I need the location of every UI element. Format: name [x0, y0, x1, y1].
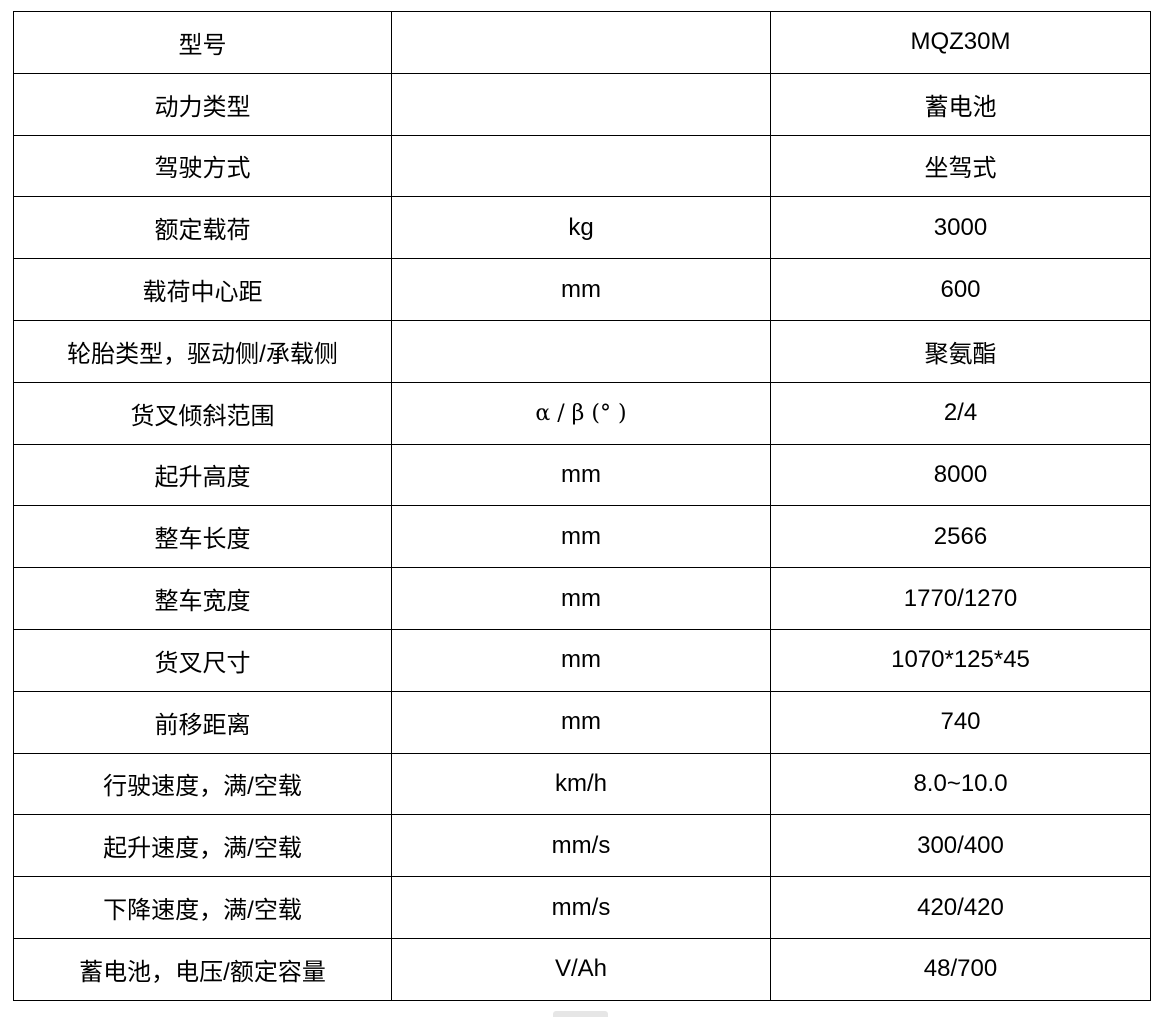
param-cell: 行驶速度，满/空载 [13, 752, 392, 816]
table-row: 载荷中心距 mm 600 [13, 258, 1151, 321]
value-cell: 蓄电池 [770, 72, 1151, 136]
table-row: 前移距离 mm 740 [13, 690, 1151, 754]
table-row: 起升高度 mm 8000 [13, 443, 1151, 507]
value-cell: 聚氨酯 [770, 319, 1151, 383]
table-row: 起升速度，满/空载 mm/s 300/400 [13, 814, 1151, 878]
unit-cell: V/Ah [391, 937, 771, 1001]
param-cell: 驾驶方式 [13, 134, 392, 198]
value-cell: 8000 [770, 443, 1151, 507]
param-cell: 载荷中心距 [13, 258, 392, 321]
value-cell: 3000 [770, 196, 1151, 260]
param-cell: 额定载荷 [13, 196, 392, 260]
value-cell: MQZ30M [770, 11, 1151, 74]
unit-cell: mm [391, 690, 771, 754]
unit-cell [391, 319, 771, 383]
value-cell: 1070*125*45 [770, 628, 1151, 692]
param-cell: 货叉尺寸 [13, 628, 392, 692]
unit-cell: mm [391, 505, 771, 569]
param-cell: 前移距离 [13, 690, 392, 754]
param-cell: 整车长度 [13, 505, 392, 569]
value-cell: 420/420 [770, 876, 1151, 939]
table-row: 整车宽度 mm 1770/1270 [13, 567, 1151, 630]
table-row: 行驶速度，满/空载 km/h 8.0~10.0 [13, 752, 1151, 816]
unit-cell: kg [391, 196, 771, 260]
value-cell: 坐驾式 [770, 134, 1151, 198]
unit-cell [391, 134, 771, 198]
unit-cell: mm [391, 628, 771, 692]
param-cell: 下降速度，满/空载 [13, 876, 392, 939]
unit-cell: mm/s [391, 876, 771, 939]
param-cell: 货叉倾斜范围 [13, 381, 392, 445]
value-cell: 1770/1270 [770, 567, 1151, 630]
table-row: 驾驶方式 坐驾式 [13, 134, 1151, 198]
table-row: 轮胎类型，驱动侧/承载侧 聚氨酯 [13, 319, 1151, 383]
table-row: 额定载荷 kg 3000 [13, 196, 1151, 260]
table-row: 整车长度 mm 2566 [13, 505, 1151, 569]
value-cell: 8.0~10.0 [770, 752, 1151, 816]
spec-table-body: 型号 MQZ30M 动力类型 蓄电池 驾驶方式 坐驾式 额定载荷 kg 3000 载荷中心距 mm 6… [13, 11, 1151, 1001]
value-cell: 740 [770, 690, 1151, 754]
table-row: 蓄电池，电压/额定容量 V/Ah 48/700 [13, 937, 1151, 1001]
param-cell: 蓄电池，电压/额定容量 [13, 937, 392, 1001]
param-cell: 起升速度，满/空载 [13, 814, 392, 878]
value-cell: 2/4 [770, 381, 1151, 445]
unit-cell: km/h [391, 752, 771, 816]
value-cell: 2566 [770, 505, 1151, 569]
value-cell: 300/400 [770, 814, 1151, 878]
param-cell: 起升高度 [13, 443, 392, 507]
scroll-handle[interactable] [553, 1011, 608, 1017]
value-cell: 48/700 [770, 937, 1151, 1001]
table-row: 下降速度，满/空载 mm/s 420/420 [13, 876, 1151, 939]
spec-table: 型号 MQZ30M 动力类型 蓄电池 驾驶方式 坐驾式 额定载荷 kg 3000 载荷中心距 mm 6… [13, 11, 1151, 1001]
value-cell: 600 [770, 258, 1151, 321]
unit-cell: mm/s [391, 814, 771, 878]
unit-cell: mm [391, 258, 771, 321]
unit-cell: α / β (° ) [391, 381, 771, 445]
unit-cell [391, 11, 771, 74]
param-cell: 动力类型 [13, 72, 392, 136]
unit-cell: mm [391, 567, 771, 630]
param-cell: 轮胎类型，驱动侧/承载侧 [13, 319, 392, 383]
table-row: 动力类型 蓄电池 [13, 72, 1151, 136]
table-row: 型号 MQZ30M [13, 11, 1151, 74]
param-cell: 型号 [13, 11, 392, 74]
table-row: 货叉倾斜范围 α / β (° ) 2/4 [13, 381, 1151, 445]
param-cell: 整车宽度 [13, 567, 392, 630]
unit-cell: mm [391, 443, 771, 507]
table-row: 货叉尺寸 mm 1070*125*45 [13, 628, 1151, 692]
unit-cell [391, 72, 771, 136]
